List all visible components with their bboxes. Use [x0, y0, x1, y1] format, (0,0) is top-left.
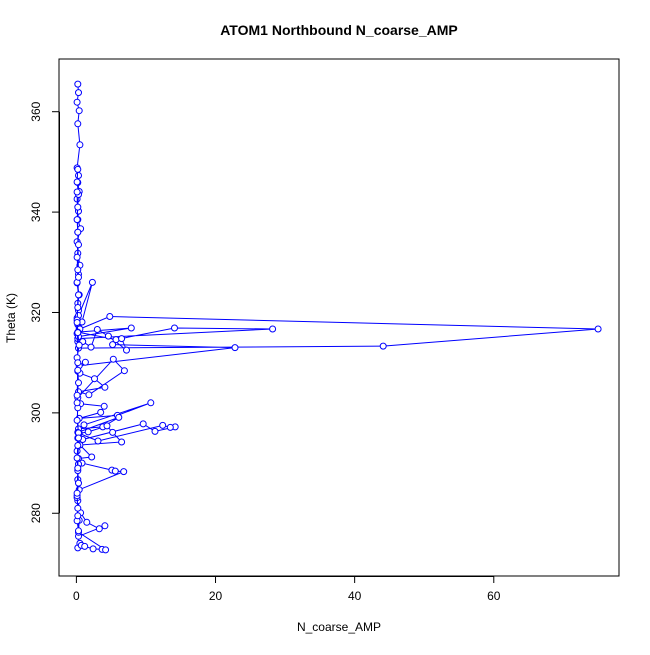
data-point — [73, 489, 81, 497]
x-tick-label: 60 — [487, 589, 501, 603]
y-tick-label: 340 — [29, 202, 43, 222]
data-point — [115, 413, 123, 421]
y-tick-label: 360 — [29, 101, 43, 121]
data-point — [102, 546, 110, 554]
x-tick-label: 40 — [348, 589, 362, 603]
data-point — [75, 341, 83, 349]
data-point — [109, 355, 117, 363]
data-point — [379, 342, 387, 350]
y-tick-label: 300 — [29, 403, 43, 423]
data-point — [73, 188, 81, 196]
data-point — [74, 512, 82, 520]
data-point — [109, 428, 117, 436]
data-point — [84, 428, 92, 436]
data-point — [73, 253, 81, 261]
data-point — [88, 278, 96, 286]
data-point — [94, 437, 102, 445]
data-point — [87, 343, 95, 351]
data-point — [75, 434, 82, 442]
data-point — [75, 379, 82, 387]
data-point — [81, 542, 89, 550]
data-point — [75, 107, 83, 115]
x-tick-label: 0 — [73, 589, 80, 603]
data-point — [106, 313, 114, 320]
data-point — [594, 325, 602, 333]
data-point — [73, 319, 81, 326]
data-point — [75, 479, 82, 487]
data-point — [74, 442, 82, 449]
data-point — [74, 203, 82, 211]
data-point — [75, 241, 82, 249]
data-point — [75, 527, 82, 535]
data-point — [73, 391, 81, 399]
data-point — [74, 80, 82, 88]
data-point — [231, 344, 239, 352]
data-point — [269, 325, 277, 333]
data-point — [118, 438, 126, 446]
data-point — [91, 375, 98, 383]
data-point — [101, 383, 109, 391]
data-point — [73, 399, 81, 407]
data-point — [127, 324, 135, 332]
data-point — [74, 304, 82, 311]
y-tick-label: 280 — [29, 503, 43, 523]
data-point — [75, 89, 82, 97]
data-point — [95, 525, 103, 533]
data-point — [147, 399, 155, 407]
data-point — [123, 346, 130, 354]
x-axis-label: N_coarse_AMP — [297, 620, 381, 634]
data-point — [74, 266, 82, 274]
data-point — [109, 341, 117, 349]
data-point — [75, 172, 82, 179]
data-point — [139, 420, 147, 428]
data-point — [111, 467, 119, 475]
data-point — [74, 359, 82, 367]
data-point — [74, 464, 82, 472]
data-point — [74, 504, 82, 512]
data-point — [85, 391, 93, 399]
data-point — [73, 454, 81, 462]
data-point — [74, 120, 82, 128]
data-point — [88, 453, 96, 461]
data-point — [120, 367, 128, 375]
data-point — [100, 402, 108, 410]
data-point — [166, 423, 174, 431]
data-point — [103, 422, 111, 430]
data-point — [120, 468, 128, 476]
data-point — [171, 324, 178, 332]
data-point — [73, 216, 81, 224]
x-tick-label: 20 — [209, 589, 223, 603]
data-point — [101, 522, 109, 530]
data-point — [73, 178, 81, 186]
data-point — [80, 421, 88, 429]
y-tick-label: 320 — [29, 302, 43, 322]
data-point — [76, 141, 84, 149]
data-point — [93, 326, 101, 333]
series-line — [76, 169, 80, 531]
y-axis: 280 300 320 340 360 — [29, 101, 60, 523]
data-point — [73, 416, 81, 424]
data-point — [89, 545, 97, 553]
y-axis-label: Theta (K) — [4, 293, 18, 343]
data-point — [75, 273, 82, 281]
series-2 — [73, 165, 83, 535]
data-point — [81, 358, 89, 366]
series-layer — [73, 80, 602, 554]
data-point — [159, 421, 167, 429]
data-point — [118, 335, 126, 343]
data-point — [97, 408, 105, 416]
data-point — [83, 518, 91, 526]
data-point — [151, 427, 159, 435]
data-point — [104, 332, 112, 340]
data-point — [74, 329, 82, 337]
data-point — [75, 291, 82, 299]
data-point — [74, 165, 82, 173]
data-point — [74, 228, 82, 236]
x-axis: 0 20 40 60 — [73, 576, 501, 603]
chart-title: ATOM1 Northbound N_coarse_AMP — [220, 22, 458, 38]
data-point — [73, 98, 81, 106]
data-point — [74, 366, 82, 374]
